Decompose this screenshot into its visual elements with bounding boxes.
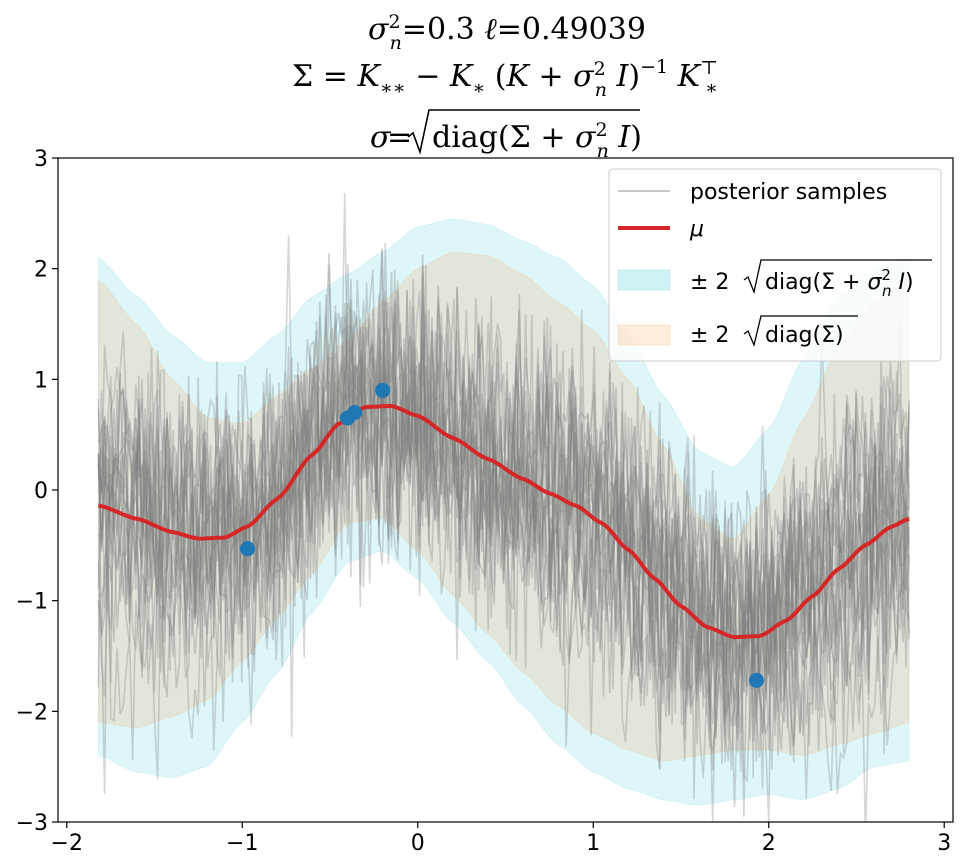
x-tick-label: −1 <box>226 831 258 856</box>
svg-text:diag(Σ + σ2n I): diag(Σ + σ2 n I) <box>432 119 642 162</box>
legend-label-samples: posterior samples <box>690 180 887 205</box>
y-tick-label: 1 <box>34 368 48 393</box>
legend-swatch-band-total <box>617 269 671 291</box>
band-2sigma <box>97 251 910 762</box>
x-tick-label: −2 <box>51 831 83 856</box>
posterior-sample-line <box>97 235 910 753</box>
y-tick-label: −3 <box>16 811 48 836</box>
posterior-sample-lines <box>97 193 910 822</box>
posterior-sample-line <box>97 249 910 680</box>
x-tick-label: 3 <box>937 831 951 856</box>
x-tick-label: 0 <box>411 831 425 856</box>
svg-text:± 2: ± 2 <box>690 270 729 295</box>
legend-label-band-total: ± 2 diag(Σ + σ2 n I) <box>690 259 932 300</box>
svg-text:=: = <box>387 120 412 155</box>
legend-label-mean: μ <box>689 217 704 242</box>
training-point <box>748 672 764 688</box>
posterior-sample-line <box>97 306 910 822</box>
posterior-sample-line <box>97 271 910 772</box>
posterior-sample-line <box>97 253 910 740</box>
y-tick-label: 0 <box>34 479 48 504</box>
y-tick-label: −2 <box>16 700 48 725</box>
x-axis-ticks: −2 −1 0 1 2 3 <box>51 822 951 856</box>
plot-area <box>97 193 910 822</box>
posterior-sample-line <box>97 264 910 719</box>
mean-line <box>97 403 910 640</box>
posterior-sample-line <box>97 314 910 769</box>
y-tick-label: −1 <box>16 590 48 615</box>
svg-text:σ: σ <box>370 120 392 155</box>
posterior-sample-line <box>97 264 910 762</box>
svg-text:± 2: ± 2 <box>690 323 729 348</box>
training-points <box>240 382 764 688</box>
training-point <box>375 382 391 398</box>
band-2sigma-total <box>97 218 910 806</box>
title-line-3: σ = diag(Σ + σ2 n I) <box>370 109 642 162</box>
legend-box <box>608 168 942 362</box>
posterior-sample-line <box>97 304 910 821</box>
posterior-sample-line <box>97 193 910 789</box>
posterior-sample-line <box>97 287 910 702</box>
posterior-sample-line <box>97 243 910 737</box>
x-tick-label: 1 <box>586 831 600 856</box>
legend-label-band: ± 2 diag(Σ) <box>690 315 858 348</box>
training-point <box>240 541 256 557</box>
posterior-sample-line <box>97 272 910 757</box>
title-line-1: σ2 n=0.3 ℓ=0.49039 <box>368 11 646 54</box>
legend-swatch-band <box>617 324 671 346</box>
chart-title: σ2 n=0.3 ℓ=0.49039 Σ = K∗∗ − K∗ (K + σ2 n … <box>292 11 718 162</box>
posterior-sample-line <box>97 302 910 808</box>
y-tick-label: 3 <box>34 147 48 172</box>
x-tick-label: 2 <box>762 831 776 856</box>
mean-layer <box>97 403 910 640</box>
svg-text:diag(Σ + σ2n I): diag(Σ + σ2 n I) <box>765 266 914 300</box>
legend: posterior samples μ ± 2 diag(Σ + σ2 n I) … <box>608 168 942 362</box>
y-axis-ticks: −3 −2 −1 0 1 2 3 <box>16 147 58 836</box>
uncertainty-bands <box>97 218 910 806</box>
posterior-sample-line <box>97 263 910 762</box>
y-tick-label: 2 <box>34 258 48 283</box>
posterior-sample-line <box>97 294 910 745</box>
training-point <box>347 405 363 421</box>
title-line-2: Σ = K∗∗ − K∗ (K + σ2 n I)−1 K⊤ ∗ <box>292 56 718 101</box>
svg-text:diag(Σ): diag(Σ) <box>765 323 844 348</box>
